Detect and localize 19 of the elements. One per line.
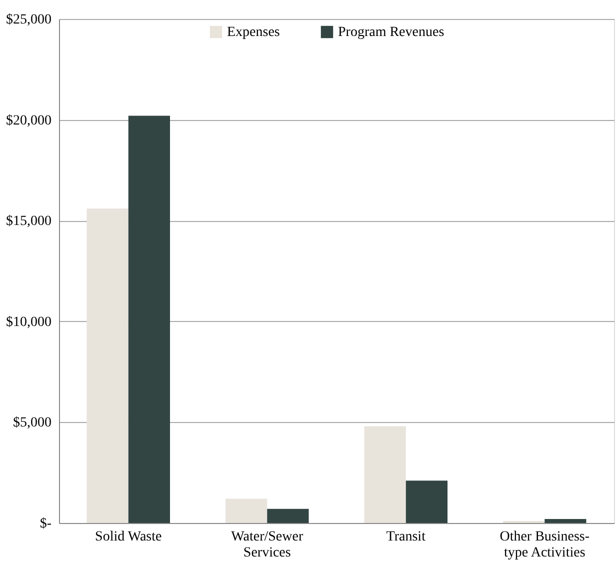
y-tick-label: $-: [40, 516, 52, 532]
x-tick-label: Solid Waste: [95, 530, 162, 544]
y-tick-label: $15,000: [6, 214, 52, 230]
x-tick-label: Other Business- type Activities: [500, 530, 590, 560]
bar: [406, 480, 448, 523]
bar: [267, 508, 309, 523]
y-tick-label: $20,000: [6, 113, 52, 128]
bar: [86, 208, 128, 523]
bar: [128, 116, 170, 523]
y-tick-label: $10,000: [6, 314, 52, 330]
bar: [226, 498, 268, 523]
legend-label: Expenses: [227, 25, 280, 40]
bar: [544, 518, 586, 523]
legend-label: Program Revenues: [338, 25, 444, 40]
x-tick-label: Transit: [386, 530, 426, 544]
y-tick-label: $25,000: [6, 12, 52, 28]
bar: [364, 426, 406, 523]
x-tick-label: Water/Sewer Services: [231, 530, 304, 560]
y-tick-label: $5,000: [13, 416, 52, 431]
